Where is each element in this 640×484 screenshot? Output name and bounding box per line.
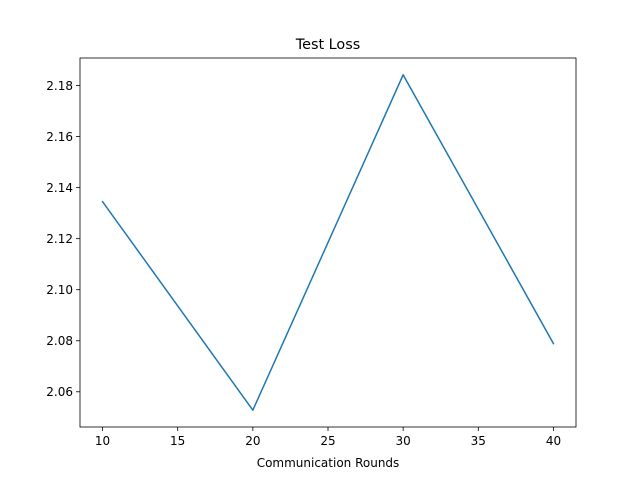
y-axis: 2.06 2.08 2.10 2.12 2.14 2.16 2.18	[46, 79, 80, 399]
y-tick-label: 2.10	[46, 283, 73, 297]
y-tick-label: 2.18	[46, 79, 73, 93]
x-tick-label: 40	[546, 434, 561, 448]
y-tick-label: 2.14	[46, 181, 73, 195]
x-tick-label: 35	[471, 434, 486, 448]
y-tick-label: 2.08	[46, 334, 73, 348]
x-tick-label: 15	[170, 434, 185, 448]
y-tick-label: 2.16	[46, 130, 73, 144]
x-tick-label: 30	[396, 434, 411, 448]
plot-area	[79, 57, 577, 428]
x-tick-label: 10	[95, 434, 110, 448]
x-tick-label: 20	[245, 434, 260, 448]
y-tick-label: 2.12	[46, 232, 73, 246]
x-axis: 10 15 20 25 30 35 40	[95, 427, 561, 448]
x-tick-label: 25	[320, 434, 335, 448]
series-line-0	[101, 74, 555, 411]
y-tick-label: 2.06	[46, 385, 73, 399]
chart-title: Test Loss	[295, 37, 360, 53]
x-axis-label: Communication Rounds	[257, 456, 400, 470]
